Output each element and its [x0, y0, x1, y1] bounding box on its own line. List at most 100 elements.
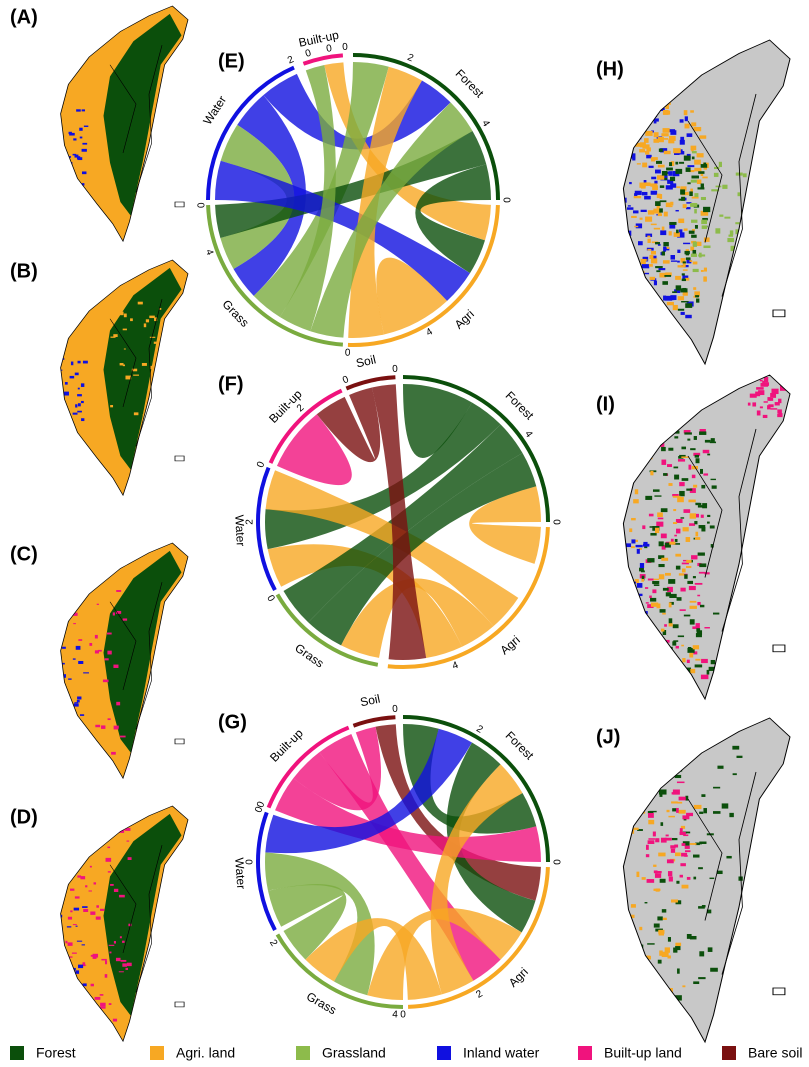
map-patch	[623, 643, 628, 646]
map-patch	[678, 635, 684, 637]
map-patch	[79, 457, 84, 460]
map-patch	[702, 225, 707, 229]
map-patch	[696, 514, 699, 518]
map-patch	[641, 210, 647, 212]
map-patch	[105, 974, 108, 978]
map-patch	[651, 603, 658, 607]
panel-label: (D)	[10, 806, 38, 828]
map-patch	[680, 119, 684, 122]
map-patch	[702, 177, 707, 179]
map-patch	[659, 672, 663, 675]
map-patch	[698, 977, 705, 979]
map-patch	[663, 473, 667, 476]
map	[58, 6, 188, 241]
map-patch	[77, 700, 80, 703]
map-patch	[82, 149, 87, 152]
panel-label: (H)	[596, 58, 624, 80]
map-patch	[125, 968, 128, 970]
legend-swatch	[10, 1046, 24, 1060]
map-patch	[688, 647, 691, 650]
map-patch	[621, 159, 626, 164]
map-patch	[658, 213, 662, 216]
map-patch	[708, 947, 713, 952]
map-patch	[89, 643, 92, 646]
map-patch	[72, 844, 74, 846]
map-patch	[697, 180, 701, 184]
map-patch	[80, 876, 85, 879]
map-patch	[641, 259, 648, 260]
map-patch	[654, 495, 661, 496]
tick-label: 0	[500, 197, 511, 203]
map-patch	[82, 944, 85, 945]
map-patch	[691, 555, 697, 559]
map-patch	[642, 100, 646, 105]
map-patch	[647, 645, 653, 650]
map-patch	[758, 390, 764, 395]
map-patch	[771, 389, 778, 394]
map-patch	[642, 192, 647, 195]
map-patch	[627, 207, 633, 210]
map-patch	[697, 602, 700, 605]
map-patch	[669, 542, 675, 545]
map-patch	[689, 191, 692, 196]
map-patch	[655, 873, 661, 878]
map-patch	[695, 537, 700, 540]
map-patch	[111, 752, 116, 755]
map-patch	[663, 918, 667, 920]
map-patch	[681, 853, 687, 857]
map-patch	[133, 375, 139, 376]
map-patch	[637, 102, 644, 103]
map-patch	[699, 135, 706, 138]
map-patch	[701, 485, 705, 489]
map-patch	[703, 207, 710, 212]
map-patch	[647, 249, 651, 251]
map-patch	[116, 702, 120, 706]
map-fill	[58, 6, 188, 241]
map-patch	[685, 124, 690, 129]
map-patch	[666, 835, 669, 837]
map-patch	[97, 604, 99, 605]
map-patch	[646, 845, 649, 850]
map-patch	[707, 515, 710, 517]
map-patch	[756, 387, 764, 390]
map-patch	[693, 855, 699, 858]
map-patch	[635, 617, 639, 619]
map-patch	[640, 142, 646, 147]
map-patch	[666, 185, 673, 189]
map-patch	[75, 373, 79, 376]
map-patch	[73, 744, 76, 745]
map-patch	[83, 672, 89, 673]
map-patch	[695, 664, 702, 667]
map-patch	[679, 162, 684, 164]
map-patch	[77, 190, 79, 192]
tick-label: 2	[267, 938, 280, 949]
map-patch	[72, 871, 75, 874]
map-patch	[698, 906, 705, 909]
map-patch	[65, 382, 68, 385]
figure: (A)(B)(C)(D)(H)(I)(J)(E)Forest240Agri40G…	[0, 0, 809, 1067]
map-patch	[691, 220, 697, 223]
map-patch	[651, 111, 655, 113]
map-patch	[160, 425, 165, 428]
map-patch	[682, 658, 685, 662]
map-patch	[641, 570, 645, 572]
map-patch	[108, 311, 111, 314]
map-patch	[623, 287, 627, 289]
map-patch	[84, 126, 88, 127]
map-patch	[696, 299, 699, 303]
map-patch	[767, 397, 770, 401]
map-patch	[60, 358, 64, 360]
map-patch	[701, 527, 705, 531]
map-patch	[634, 226, 638, 227]
map-patch	[679, 573, 684, 575]
map-island	[773, 645, 785, 652]
map-patch	[75, 896, 80, 898]
map-patch	[80, 1023, 86, 1026]
map-patch	[703, 808, 707, 813]
map-patch	[673, 496, 681, 498]
sector-name: Grass	[219, 297, 251, 330]
map-patch	[695, 225, 698, 229]
map-patch	[68, 917, 72, 920]
map-patch	[114, 941, 116, 944]
map-patch	[70, 848, 75, 851]
